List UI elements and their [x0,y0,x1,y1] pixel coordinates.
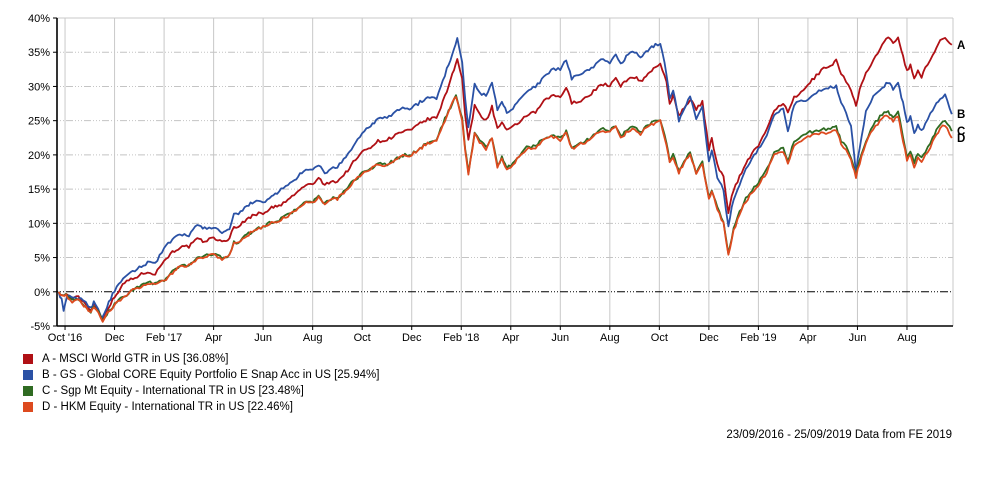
x-axis-tick-label: Dec [402,332,422,344]
x-axis-tick-label: Dec [699,332,719,344]
x-axis-tick-label: Dec [105,332,125,344]
legend-item-d: D - HKM Equity - International TR in US … [23,401,379,413]
x-axis-tick-label: Apr [502,332,519,344]
y-axis-tick-label: 40% [28,13,50,25]
legend-item-c: C - Sgp Mt Equity - International TR in … [23,385,379,397]
series-line-b [57,37,953,320]
y-axis-tick-label: 25% [28,116,50,128]
y-axis-tick-label: 20% [28,150,50,162]
series-end-label-b: B [957,109,965,121]
legend-label-d: D - HKM Equity - International TR in US … [42,401,293,413]
x-axis-tick-label: Jun [849,332,867,344]
y-axis-tick-label: 35% [28,47,50,59]
y-axis-tick-label: 30% [28,81,50,93]
x-axis-tick-label: Aug [897,332,917,344]
x-axis-tick-label: Jun [254,332,272,344]
x-axis-tick-label: Apr [799,332,816,344]
chart-legend: A - MSCI World GTR in US [36.08%] B - GS… [23,353,379,417]
x-axis-tick-label: Apr [205,332,222,344]
x-axis-tick-label: Aug [303,332,323,344]
y-axis-tick-label: 15% [28,184,50,196]
legend-label-c: C - Sgp Mt Equity - International TR in … [42,385,304,397]
y-axis-tick-label: 5% [34,253,50,265]
x-axis-tick-label: Oct [651,332,668,344]
series-end-label-c: C [957,126,965,138]
x-axis-tick-label: Oct [354,332,371,344]
legend-swatch-b-icon [23,370,33,380]
legend-swatch-d-icon [23,402,33,412]
y-axis-tick-label: -5% [30,321,50,333]
y-axis-tick-label: 10% [28,218,50,230]
legend-label-b: B - GS - Global CORE Equity Portfolio E … [42,369,380,381]
legend-swatch-c-icon [23,386,33,396]
x-axis-tick-label: Oct '16 [48,332,83,344]
performance-chart: 40% 35% 30% 25% 20% 15% 10% 5% 0% -5%Oct '16 Dec Fe… [28,13,965,344]
x-axis-tick-label: Jun [551,332,569,344]
x-axis-tick-label: Aug [600,332,620,344]
x-axis-tick-label: Feb '18 [443,332,479,344]
series-line-a [57,36,953,321]
chart-panel: 40% 35% 30% 25% 20% 15% 10% 5% 0% -5% Oct '16 Dec Fe… [28,13,965,344]
legend-item-a: A - MSCI World GTR in US [36.08%] [23,353,379,365]
legend-swatch-a-icon [23,354,33,364]
series-end-label-a: A [957,40,965,52]
y-axis-tick-label: 0% [34,287,50,299]
x-axis-tick-label: Feb '17 [146,332,182,344]
series-line-d [57,96,953,323]
legend-label-a: A - MSCI World GTR in US [36.08%] [42,353,229,365]
date-range-label: 23/09/2016 - 25/09/2019 Data from FE 201… [726,429,952,441]
x-axis-tick-label: Feb '19 [740,332,776,344]
legend-item-b: B - GS - Global CORE Equity Portfolio E … [23,369,379,381]
series-end-label-d: D [957,133,965,145]
